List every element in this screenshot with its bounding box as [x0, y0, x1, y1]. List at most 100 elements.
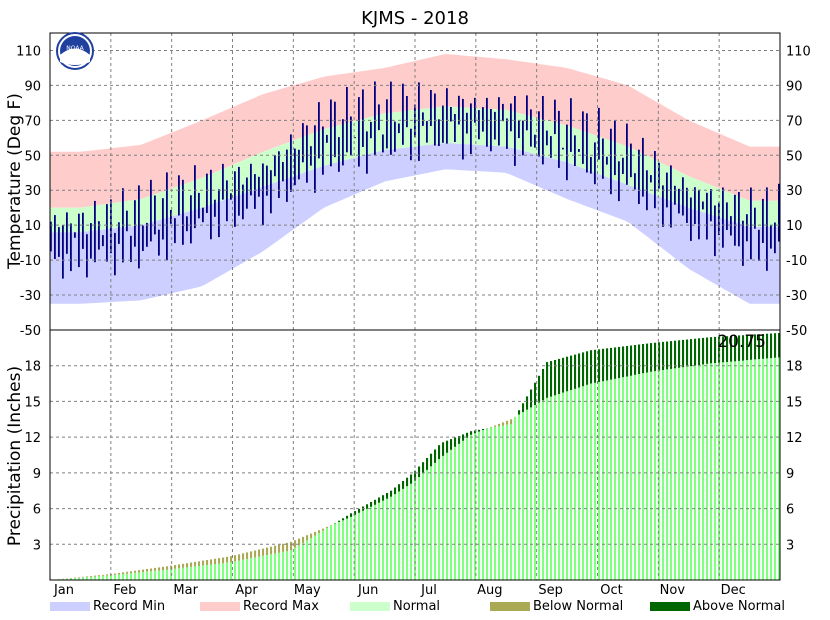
precip-above-bar	[534, 382, 537, 405]
precip-above-bar	[386, 493, 389, 499]
precip-normal-bar	[74, 578, 77, 580]
observed-temp-bar	[234, 171, 236, 227]
axis-ticks: 110 110 90 90 70 70 50 50 30 30 10 10 -10 -10 -30 -30 -5…	[16, 44, 811, 598]
observed-temp-bar	[474, 97, 476, 123]
precip-normal-bar	[606, 380, 609, 580]
observed-temp-bar	[638, 149, 640, 204]
observed-temp-bar	[694, 187, 696, 224]
precip-normal-bar	[278, 552, 281, 580]
precip-normal-bar	[486, 428, 489, 580]
precip-above-bar	[758, 334, 761, 360]
observed-temp-bar	[194, 165, 196, 229]
precip-below-bar	[162, 566, 165, 571]
precip-tick-label-left: 6	[33, 503, 41, 518]
observed-temp-bar	[470, 103, 472, 154]
precip-above-bar	[562, 357, 565, 393]
precip-below-bar	[222, 557, 225, 564]
precip-normal-bar	[750, 359, 753, 580]
precip-below-bar	[318, 530, 321, 533]
observed-temp-bar	[770, 225, 772, 249]
precip-above-bar	[358, 508, 361, 513]
precip-normal-bar	[106, 575, 109, 580]
month-label: Jul	[420, 583, 437, 598]
observed-temp-bar	[318, 102, 320, 159]
precip-normal-bar	[734, 361, 737, 580]
precip-below-bar	[158, 567, 161, 571]
observed-temp-bar	[690, 197, 692, 241]
precip-above-bar	[582, 352, 585, 387]
observed-temp-bar	[590, 157, 592, 174]
precip-normal-bar	[658, 370, 661, 580]
observed-temp-bar	[270, 170, 272, 214]
precip-above-bar	[378, 497, 381, 503]
precip-above-bar	[658, 342, 661, 371]
observed-temp-bar	[730, 216, 732, 236]
precip-normal-bar	[118, 574, 121, 580]
precip-normal-bar	[370, 506, 373, 580]
observed-temp-bar	[438, 119, 440, 146]
observed-temp-bar	[238, 166, 240, 216]
observed-temp-bar	[138, 185, 140, 269]
precip-above-bar	[618, 346, 621, 378]
legend: Record Min Record Max Normal Below Normal Ab…	[50, 599, 785, 614]
observed-temp-bar	[514, 96, 516, 166]
precip-above-bar	[670, 341, 673, 369]
temp-tick-label-right: 50	[786, 149, 803, 164]
precip-below-bar	[142, 569, 145, 573]
month-label: Jan	[53, 583, 74, 598]
precip-below-bar	[202, 560, 205, 566]
precip-above-bar	[726, 336, 729, 362]
precip-above-bar	[614, 347, 617, 379]
precip-below-bar	[146, 569, 149, 572]
month-label: Sep	[538, 583, 563, 598]
precip-normal-bar	[390, 496, 393, 580]
precip-normal-bar	[614, 378, 617, 580]
legend-swatch	[490, 602, 530, 611]
observed-temp-bar	[54, 215, 56, 259]
precipitation-axis-title: Precipitation (Inches)	[5, 366, 25, 546]
precip-below-bar	[74, 577, 77, 579]
observed-temp-bar	[606, 156, 608, 165]
observed-temp-bar	[62, 225, 64, 279]
precip-normal-bar	[742, 360, 745, 580]
precip-normal-bar	[646, 372, 649, 580]
precip-normal-bar	[694, 365, 697, 580]
precip-normal-bar	[562, 392, 565, 580]
observed-temp-bar	[498, 97, 500, 146]
precip-below-bar	[86, 576, 89, 578]
precip-below-bar	[186, 563, 189, 568]
precip-above-bar	[566, 356, 569, 392]
observed-temp-bar	[618, 161, 620, 202]
precip-normal-bar	[238, 560, 241, 580]
observed-temp-bar	[478, 110, 480, 140]
observed-temp-bar	[310, 146, 312, 166]
precip-normal-bar	[70, 578, 73, 580]
temp-tick-label-right: 10	[786, 219, 803, 234]
precip-above-bar	[454, 437, 457, 447]
observed-temp-bar	[82, 212, 84, 249]
precip-normal-bar	[422, 473, 425, 580]
observed-temp-bar	[366, 131, 368, 174]
precip-tick-label-left: 15	[24, 395, 41, 410]
observed-temp-bar	[578, 149, 580, 152]
observed-temp-bar	[686, 187, 688, 223]
observed-temp-bar	[654, 151, 656, 209]
observed-temp-bar	[406, 96, 408, 128]
precip-normal-bar	[730, 361, 733, 580]
observed-temp-bar	[622, 157, 624, 174]
observed-temp-bar	[66, 212, 68, 254]
temp-tick-label-left: -10	[20, 254, 41, 269]
precip-normal-bar	[210, 564, 213, 580]
precip-below-bar	[150, 568, 153, 572]
precip-above-bar	[366, 504, 369, 509]
precip-normal-bar	[402, 488, 405, 580]
observed-temp-bar	[586, 113, 588, 173]
precip-normal-bar	[498, 426, 501, 580]
precip-above-bar	[674, 340, 677, 369]
precip-above-bar	[634, 345, 637, 375]
precip-normal-bar	[134, 572, 137, 580]
precip-normal-bar	[674, 368, 677, 580]
precip-below-bar	[250, 551, 253, 559]
precip-normal-bar	[258, 556, 261, 580]
observed-temp-bar	[130, 235, 132, 262]
